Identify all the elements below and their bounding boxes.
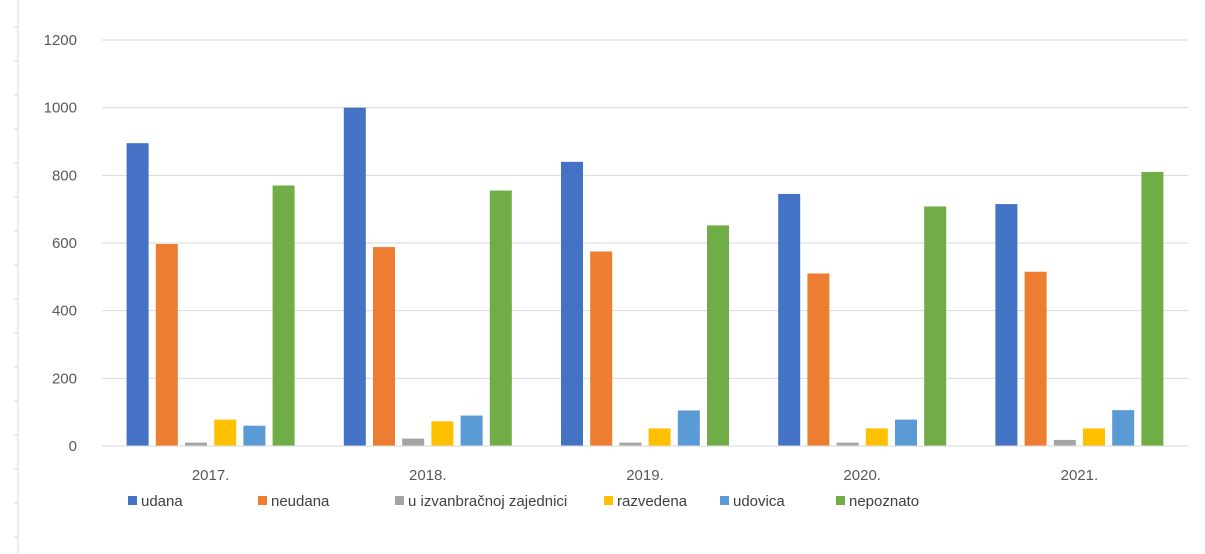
bar-udovica-2018 — [460, 415, 483, 446]
bar-udana-2019 — [561, 161, 583, 447]
legend-swatch — [258, 496, 267, 505]
legend-label: udovica — [733, 493, 785, 510]
bar-u-izvanbračnoj-zajednici-2017 — [185, 442, 207, 446]
y-tick-label: 0 — [69, 438, 77, 455]
legend-label: u izvanbračnoj zajednici — [408, 493, 567, 510]
x-tick-label: 2021. — [1061, 467, 1099, 484]
bar-nepoznato-2020 — [924, 206, 947, 446]
bar-udovica-2021 — [1112, 410, 1135, 446]
left-edge-ticks — [14, 0, 19, 554]
legend-swatch — [604, 496, 613, 505]
bar-u-izvanbračnoj-zajednici-2019 — [619, 442, 642, 446]
bar-udovica-2020 — [895, 419, 917, 446]
legend-label: nepoznato — [849, 493, 919, 510]
bar-udovica-2019 — [677, 410, 700, 446]
bar-udana-2017 — [126, 143, 149, 447]
y-axis: 0 200 400 600 800 1000 1200 — [44, 32, 77, 455]
legend: udana neudana u izvanbračnoj zajednici razv… — [128, 493, 919, 510]
y-tick-label: 1200 — [44, 32, 77, 49]
y-tick-label: 800 — [52, 167, 77, 184]
bar-neudana-2021 — [1024, 271, 1047, 446]
x-tick-label: 2020. — [843, 467, 881, 484]
legend-label: razvedena — [617, 493, 688, 510]
legend-swatch — [720, 496, 729, 505]
legend-label: udana — [141, 493, 183, 510]
bar-u-izvanbračnoj-zajednici-2021 — [1053, 439, 1076, 446]
x-axis: 2017. 2018. 2019. 2020. 2021. — [102, 445, 1188, 484]
legend-swatch — [395, 496, 404, 505]
bar-neudana-2018 — [373, 247, 395, 446]
bar-razvedena-2018 — [431, 421, 454, 446]
bars — [126, 107, 1164, 447]
bar-razvedena-2017 — [214, 419, 237, 446]
legend-label: neudana — [271, 493, 330, 510]
bar-u-izvanbračnoj-zajednici-2020 — [836, 442, 859, 446]
bar-udana-2020 — [778, 193, 801, 446]
legend-swatch — [836, 496, 845, 505]
y-tick-label: 200 — [52, 370, 77, 387]
y-tick-label: 400 — [52, 303, 77, 320]
bar-neudana-2017 — [155, 244, 178, 446]
bar-udovica-2017 — [243, 425, 266, 446]
bar-udana-2018 — [343, 107, 366, 447]
bar-nepoznato-2018 — [489, 190, 512, 446]
x-tick-label: 2017. — [192, 467, 230, 484]
bar-nepoznato-2021 — [1141, 171, 1164, 446]
bar-razvedena-2021 — [1083, 428, 1105, 446]
bar-neudana-2019 — [590, 251, 613, 446]
bar-udana-2021 — [995, 204, 1018, 446]
bar-razvedena-2020 — [865, 428, 888, 446]
bar-nepoznato-2019 — [707, 225, 729, 446]
bar-u-izvanbračnoj-zajednici-2018 — [402, 438, 425, 446]
x-tick-label: 2019. — [626, 467, 664, 484]
bar-nepoznato-2017 — [272, 185, 295, 446]
x-tick-label: 2018. — [409, 467, 447, 484]
bar-neudana-2020 — [807, 273, 830, 446]
bar-razvedena-2019 — [648, 428, 671, 446]
y-tick-label: 1000 — [44, 100, 77, 117]
legend-swatch — [128, 496, 137, 505]
y-tick-label: 600 — [52, 235, 77, 252]
